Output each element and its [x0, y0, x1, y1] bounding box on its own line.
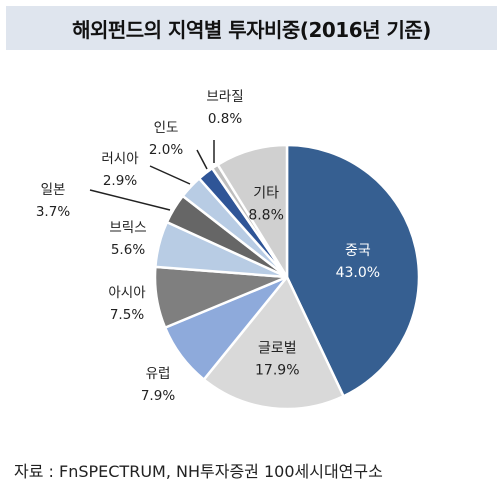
slice-value-인도: 2.0% — [149, 142, 183, 158]
slice-value-글로벌: 17.9% — [255, 362, 299, 378]
slice-label-일본: 일본 — [41, 182, 66, 198]
pie-chart: 중국 43.0% 글로벌 17.9% 유럽 7.9% 아시아 7.5% 브릭스 5.6% 일본 3.7… — [36, 89, 421, 411]
slice-value-유럽: 7.9% — [141, 388, 175, 404]
slice-label-기타: 기타 — [253, 185, 279, 201]
slice-label-인도: 인도 — [154, 120, 179, 136]
pie-slice-기타 — [216, 143, 289, 282]
slice-value-기타: 8.8% — [248, 207, 284, 223]
slice-value-브라질: 0.8% — [208, 111, 242, 127]
leader-line-러시아 — [149, 165, 191, 185]
leader-line-일본 — [89, 189, 171, 211]
slice-value-중국: 43.0% — [336, 265, 380, 281]
slice-label-유럽: 유럽 — [146, 366, 171, 382]
slice-label-브릭스: 브릭스 — [109, 220, 146, 236]
slice-label-글로벌: 글로벌 — [258, 340, 297, 356]
slice-value-브릭스: 5.6% — [111, 242, 145, 258]
leader-line-인도 — [196, 149, 208, 170]
slice-value-러시아: 2.9% — [103, 173, 137, 189]
slice-value-일본: 3.7% — [36, 204, 70, 220]
slice-label-중국: 중국 — [345, 243, 371, 259]
pie-slice-글로벌 — [202, 274, 346, 411]
slice-label-아시아: 아시아 — [108, 285, 146, 301]
chart-title: 해외펀드의 지역별 투자비중(2016년 기준) — [72, 17, 431, 42]
slice-label-러시아: 러시아 — [101, 151, 139, 167]
pie-slice-중국 — [285, 143, 421, 398]
slice-value-아시아: 7.5% — [110, 307, 144, 323]
slice-label-브라질: 브라질 — [206, 89, 243, 105]
title-bar: 해외펀드의 지역별 투자비중(2016년 기준) — [6, 6, 497, 50]
source-note: 자료 : FnSPECTRUM, NH투자증권 100세시대연구소 — [14, 462, 383, 481]
